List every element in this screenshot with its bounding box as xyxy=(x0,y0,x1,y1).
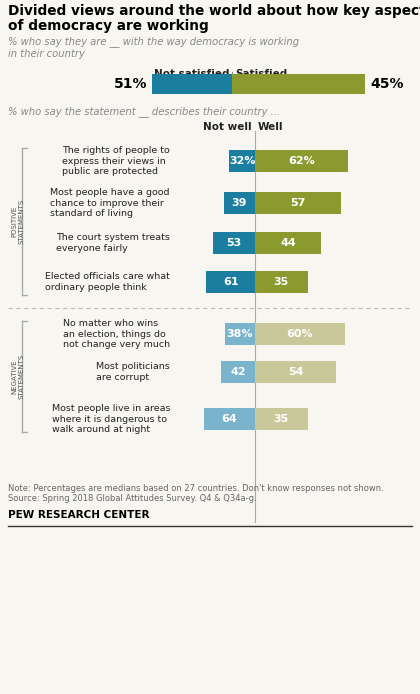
Text: % who say they are __ with the way democracy is working
in their country: % who say they are __ with the way democ… xyxy=(8,36,299,58)
Text: Note: Percentages are medians based on 27 countries. Don't know responses not sh: Note: Percentages are medians based on 2… xyxy=(8,484,384,503)
Text: Most people have a good
chance to improve their
standard of living: Most people have a good chance to improv… xyxy=(50,188,170,218)
Text: 53: 53 xyxy=(226,238,242,248)
Bar xyxy=(224,192,255,214)
Text: 51%: 51% xyxy=(113,77,147,91)
Text: 54: 54 xyxy=(288,367,303,377)
Text: Most people live in areas
where it is dangerous to
walk around at night: Most people live in areas where it is da… xyxy=(52,404,170,434)
Bar xyxy=(255,150,348,172)
Text: 35: 35 xyxy=(273,414,289,424)
Text: 35: 35 xyxy=(273,277,289,287)
Bar xyxy=(229,150,255,172)
Text: of democracy are working: of democracy are working xyxy=(8,19,209,33)
Text: Elected officials care what
ordinary people think: Elected officials care what ordinary peo… xyxy=(45,272,170,291)
Bar xyxy=(232,74,365,94)
Bar xyxy=(255,232,321,254)
Text: The rights of people to
express their views in
public are protected: The rights of people to express their vi… xyxy=(62,146,170,176)
Text: 62%: 62% xyxy=(288,156,315,166)
Text: 57: 57 xyxy=(290,198,305,208)
Text: % who say the statement __ describes their country ...: % who say the statement __ describes the… xyxy=(8,106,280,117)
Text: Not well: Not well xyxy=(203,122,252,132)
Text: POSITIVE
STATEMENTS: POSITIVE STATEMENTS xyxy=(11,199,24,244)
Bar xyxy=(225,323,255,345)
Bar xyxy=(255,323,345,345)
Text: Well: Well xyxy=(258,122,284,132)
Bar xyxy=(255,271,307,293)
Text: Not satisfied: Not satisfied xyxy=(153,69,229,79)
Bar xyxy=(255,408,307,430)
Bar xyxy=(221,361,255,383)
Text: 60%: 60% xyxy=(287,329,313,339)
Text: 42: 42 xyxy=(231,367,246,377)
Bar xyxy=(152,74,232,94)
Bar xyxy=(213,232,255,254)
Text: 61: 61 xyxy=(223,277,239,287)
Text: 38%: 38% xyxy=(226,329,253,339)
Text: 44: 44 xyxy=(280,238,296,248)
Text: PEW RESEARCH CENTER: PEW RESEARCH CENTER xyxy=(8,510,150,520)
Text: The court system treats
everyone fairly: The court system treats everyone fairly xyxy=(56,233,170,253)
Bar xyxy=(255,192,341,214)
Text: Divided views around the world about how key aspects: Divided views around the world about how… xyxy=(8,4,420,18)
Text: 45%: 45% xyxy=(370,77,404,91)
Text: Most politicians
are corrupt: Most politicians are corrupt xyxy=(96,362,170,382)
Text: 39: 39 xyxy=(232,198,247,208)
Text: 64: 64 xyxy=(221,414,237,424)
Text: Satisfied: Satisfied xyxy=(235,69,287,79)
Text: NEGATIVE
STATEMENTS: NEGATIVE STATEMENTS xyxy=(11,354,24,399)
Bar xyxy=(255,361,336,383)
Bar xyxy=(204,408,255,430)
Text: No matter who wins
an election, things do
not change very much: No matter who wins an election, things d… xyxy=(63,319,170,349)
Text: 32%: 32% xyxy=(229,156,255,166)
Bar xyxy=(206,271,255,293)
